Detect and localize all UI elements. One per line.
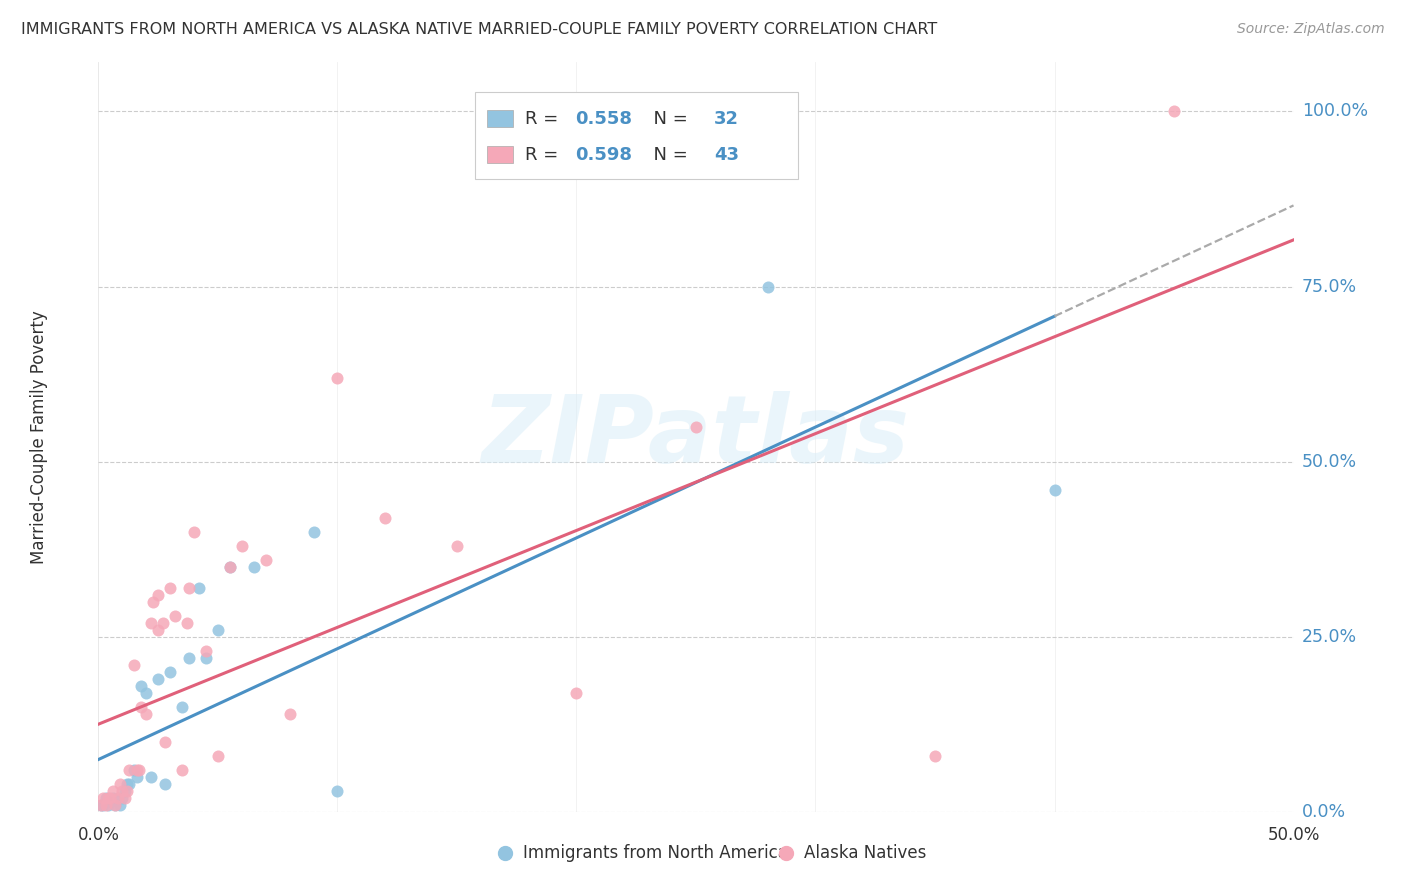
Text: N =: N = — [643, 145, 693, 163]
Point — [1043, 483, 1066, 497]
Point — [219, 559, 242, 574]
Point — [118, 777, 141, 791]
Text: 43: 43 — [714, 145, 740, 163]
Text: R =: R = — [524, 110, 564, 128]
Point — [114, 790, 136, 805]
Point — [91, 797, 114, 812]
Point — [90, 797, 112, 812]
Text: Alaska Natives: Alaska Natives — [804, 844, 927, 862]
Text: 0.558: 0.558 — [575, 110, 633, 128]
Point — [1163, 104, 1185, 119]
Text: N =: N = — [643, 110, 693, 128]
Point — [118, 763, 141, 777]
Point — [179, 650, 201, 665]
Point — [139, 615, 162, 630]
Point — [148, 623, 170, 637]
Point — [124, 657, 146, 672]
Point — [97, 797, 120, 812]
Text: 0.0%: 0.0% — [77, 826, 120, 844]
Text: Immigrants from North America: Immigrants from North America — [523, 844, 787, 862]
Text: 32: 32 — [714, 110, 740, 128]
Text: 50.0%: 50.0% — [1302, 452, 1357, 471]
Text: R =: R = — [524, 145, 564, 163]
Bar — [475, 93, 797, 178]
Point — [155, 734, 177, 748]
Point — [148, 588, 170, 602]
Point — [107, 790, 129, 805]
Point — [302, 524, 325, 539]
Text: IMMIGRANTS FROM NORTH AMERICA VS ALASKA NATIVE MARRIED-COUPLE FAMILY POVERTY COR: IMMIGRANTS FROM NORTH AMERICA VS ALASKA … — [21, 22, 938, 37]
Text: 0.598: 0.598 — [575, 145, 633, 163]
Bar — [486, 111, 513, 127]
Point — [98, 790, 122, 805]
Point — [207, 623, 229, 637]
Point — [101, 790, 124, 805]
Text: 100.0%: 100.0% — [1302, 103, 1368, 120]
Point — [115, 783, 138, 797]
Text: Source: ZipAtlas.com: Source: ZipAtlas.com — [1237, 22, 1385, 37]
Bar — [486, 146, 513, 163]
Text: 25.0%: 25.0% — [1302, 628, 1357, 646]
Point — [148, 672, 170, 686]
Point — [125, 763, 148, 777]
Point — [125, 770, 148, 784]
Point — [219, 559, 242, 574]
Point — [326, 783, 349, 797]
Point — [159, 665, 181, 679]
Point — [128, 763, 150, 777]
Point — [172, 699, 194, 714]
Point — [91, 790, 114, 805]
Point — [115, 777, 138, 791]
Point — [195, 650, 218, 665]
Point — [114, 783, 136, 797]
Point — [326, 370, 349, 384]
Point — [231, 539, 253, 553]
Point — [97, 790, 120, 805]
Text: 0.0%: 0.0% — [1302, 803, 1346, 821]
Point — [254, 552, 277, 566]
Point — [139, 770, 162, 784]
Point — [565, 686, 588, 700]
Point — [924, 748, 946, 763]
Point — [135, 686, 157, 700]
Point — [159, 581, 181, 595]
Point — [124, 763, 146, 777]
Point — [155, 777, 177, 791]
Point — [183, 524, 205, 539]
Point — [131, 699, 153, 714]
Point — [104, 797, 127, 812]
Point — [101, 783, 124, 797]
Point — [446, 539, 468, 553]
Text: Married-Couple Family Poverty: Married-Couple Family Poverty — [30, 310, 48, 564]
Point — [207, 748, 229, 763]
Point — [152, 615, 174, 630]
Point — [94, 790, 117, 805]
Point — [176, 615, 198, 630]
Text: 50.0%: 50.0% — [1267, 826, 1320, 844]
Text: 75.0%: 75.0% — [1302, 277, 1357, 295]
Point — [172, 763, 194, 777]
Point — [195, 643, 218, 657]
Point — [108, 777, 131, 791]
Point — [243, 559, 266, 574]
Point — [108, 797, 131, 812]
Point — [374, 510, 396, 524]
Point — [94, 797, 117, 812]
Point — [278, 706, 301, 721]
Point — [163, 608, 186, 623]
Point — [98, 794, 122, 808]
Point — [131, 679, 153, 693]
Point — [179, 581, 201, 595]
Point — [107, 790, 129, 805]
Point — [187, 581, 209, 595]
Text: ZIPatlas: ZIPatlas — [482, 391, 910, 483]
Point — [111, 790, 134, 805]
Point — [135, 706, 157, 721]
Point — [111, 783, 134, 797]
Point — [685, 419, 707, 434]
Point — [104, 797, 127, 812]
Point — [90, 797, 112, 812]
Point — [142, 594, 165, 608]
Point — [756, 279, 779, 293]
